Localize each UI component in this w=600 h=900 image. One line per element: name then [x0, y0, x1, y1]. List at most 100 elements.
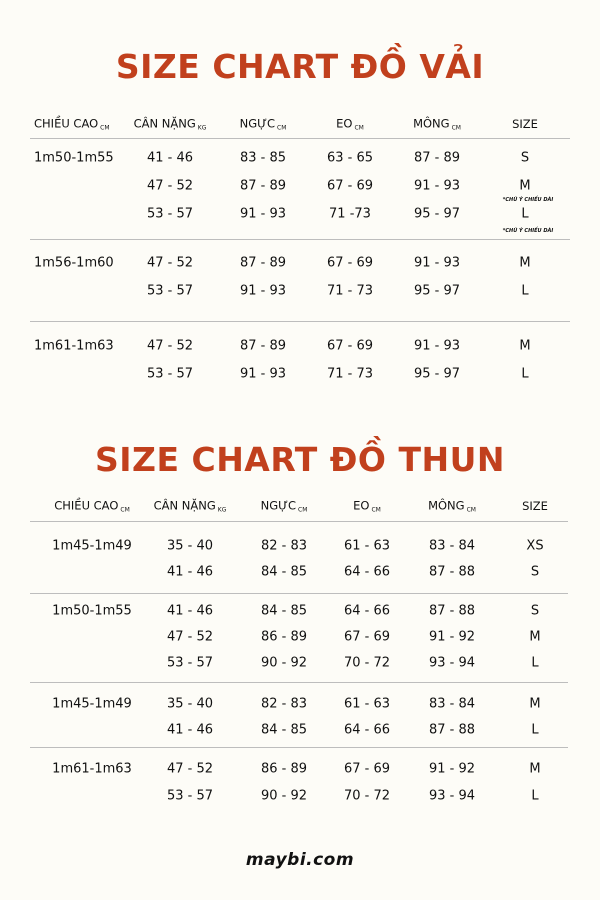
header-label: EO [336, 116, 353, 131]
height-range: 1m45-1m49 [52, 538, 132, 554]
cell-hip: 87 - 88 [428, 722, 476, 738]
height-range: 1m61-1m63 [34, 338, 114, 354]
cell-hip: 95 - 97 [413, 206, 461, 222]
header-unit: KG [197, 124, 207, 132]
cell-chest: 86 - 89 [260, 761, 308, 777]
cell-waist: 70 - 72 [343, 655, 391, 671]
cell-weight: 35 - 40 [166, 696, 214, 712]
header-label: NGỰC [260, 498, 297, 513]
column-header: MÔNG CM [413, 117, 461, 132]
cell-size: S [530, 564, 540, 580]
cell-waist: 63 - 65 [326, 150, 374, 166]
cell-chest: 86 - 89 [260, 629, 308, 645]
cell-waist: 67 - 69 [326, 178, 374, 194]
cell-weight: 47 - 52 [146, 178, 194, 194]
cell-size: M [529, 629, 541, 645]
header-unit: CM [100, 124, 110, 132]
cell-chest: 91 - 93 [239, 366, 287, 382]
column-header: EO CM [336, 117, 364, 132]
cell-size: L [521, 206, 529, 222]
table-title: SIZE CHART ĐỒ VẢI [115, 47, 485, 86]
cell-weight: 53 - 57 [146, 283, 194, 299]
column-header: CHIỀU CAO CM [34, 117, 110, 132]
cell-waist: 61 - 63 [343, 696, 391, 712]
cell-hip: 91 - 93 [413, 255, 461, 271]
website-footer: maybi.com [245, 850, 355, 870]
table-title: SIZE CHART ĐỒ THUN [94, 440, 506, 479]
cell-chest: 87 - 89 [239, 338, 287, 354]
header-unit: CM [451, 124, 461, 132]
header-label: CHIỀU CAO [34, 116, 99, 131]
cell-size: L [531, 722, 539, 738]
cell-weight: 53 - 57 [166, 655, 214, 671]
cell-weight: 35 - 40 [166, 538, 214, 554]
column-header: MÔNG CM [428, 499, 476, 514]
column-header: NGỰC CM [261, 499, 308, 514]
cell-weight: 47 - 52 [166, 629, 214, 645]
length-note: *CHÚ Ý CHIỀU DÀI [502, 228, 554, 234]
header-unit: CM [298, 506, 308, 514]
cell-hip: 91 - 93 [413, 338, 461, 354]
cell-size: L [521, 366, 529, 382]
height-range: 1m45-1m49 [52, 696, 132, 712]
cell-waist: 71 - 73 [326, 366, 374, 382]
cell-waist: 61 - 63 [343, 538, 391, 554]
cell-chest: 87 - 89 [239, 178, 287, 194]
cell-waist: 70 - 72 [343, 788, 391, 804]
header-unit: CM [354, 124, 364, 132]
cell-size: L [521, 283, 529, 299]
cell-hip: 95 - 97 [413, 283, 461, 299]
group-divider [30, 593, 568, 594]
header-divider [30, 521, 568, 522]
header-label: SIZE [522, 499, 548, 513]
group-divider [30, 239, 570, 240]
header-unit: KG [217, 506, 227, 514]
group-divider [30, 682, 568, 683]
cell-hip: 91 - 92 [428, 629, 476, 645]
cell-weight: 47 - 52 [146, 338, 194, 354]
cell-weight: 41 - 46 [166, 722, 214, 738]
cell-hip: 93 - 94 [428, 788, 476, 804]
header-label: CHIỀU CAO [54, 498, 119, 513]
column-header: SIZE [512, 117, 538, 131]
header-divider [30, 138, 570, 139]
column-header: CÂN NẶNG KG [154, 499, 227, 514]
cell-size: XS [526, 538, 544, 554]
cell-weight: 41 - 46 [146, 150, 194, 166]
height-range: 1m61-1m63 [52, 761, 132, 777]
cell-hip: 87 - 88 [428, 564, 476, 580]
header-label: SIZE [512, 117, 538, 131]
header-label: MÔNG [413, 116, 450, 131]
cell-chest: 90 - 92 [260, 655, 308, 671]
cell-size: S [530, 603, 540, 619]
header-label: NGỰC [239, 116, 276, 131]
cell-weight: 41 - 46 [166, 564, 214, 580]
cell-chest: 82 - 83 [260, 696, 308, 712]
cell-waist: 67 - 69 [326, 338, 374, 354]
column-header: SIZE [522, 499, 548, 513]
group-divider [30, 321, 570, 322]
header-label: CÂN NẶNG [133, 116, 196, 131]
height-range: 1m50-1m55 [34, 150, 114, 166]
group-divider [30, 747, 568, 748]
cell-weight: 53 - 57 [146, 366, 194, 382]
cell-chest: 84 - 85 [260, 722, 308, 738]
cell-waist: 71 - 73 [326, 283, 374, 299]
cell-size: M [529, 696, 541, 712]
cell-hip: 91 - 92 [428, 761, 476, 777]
cell-chest: 84 - 85 [260, 564, 308, 580]
cell-size: S [520, 150, 530, 166]
cell-weight: 53 - 57 [146, 206, 194, 222]
cell-chest: 91 - 93 [239, 206, 287, 222]
cell-hip: 83 - 84 [428, 538, 476, 554]
column-header: EO CM [353, 499, 381, 514]
height-range: 1m50-1m55 [52, 603, 132, 619]
cell-waist: 64 - 66 [343, 564, 391, 580]
cell-weight: 53 - 57 [166, 788, 214, 804]
cell-hip: 93 - 94 [428, 655, 476, 671]
cell-hip: 87 - 89 [413, 150, 461, 166]
cell-chest: 83 - 85 [239, 150, 287, 166]
header-unit: CM [277, 124, 287, 132]
cell-size: M [519, 178, 531, 194]
cell-chest: 84 - 85 [260, 603, 308, 619]
